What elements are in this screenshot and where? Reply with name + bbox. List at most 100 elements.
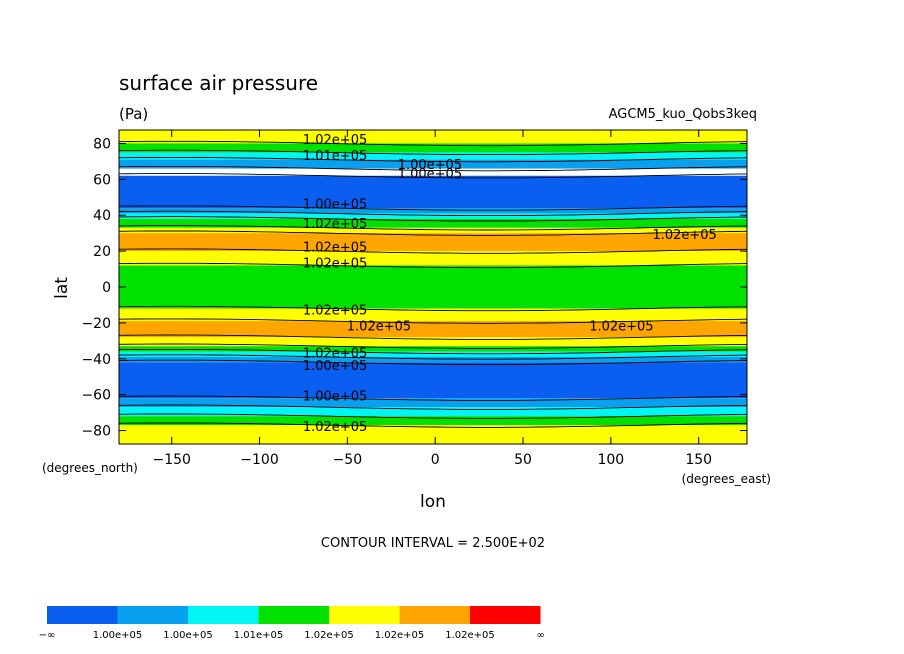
x-unit-label: (degrees_east)	[682, 472, 771, 486]
contour-label: 1.02e+05	[347, 319, 411, 334]
contour-line	[118, 305, 748, 312]
y-tick-label: −80	[81, 424, 111, 440]
colorbar-swatch	[188, 606, 259, 624]
contour-interval-note: CONTOUR INTERVAL = 2.500E+02	[321, 536, 545, 551]
x-tick-label: 50	[514, 452, 532, 468]
contour-band	[119, 213, 747, 219]
contour-band	[119, 407, 747, 417]
contour-label: 1.02e+05	[303, 217, 367, 232]
contour-label: 1.02e+05	[303, 257, 367, 272]
contour-label: 1.00e+05	[303, 197, 367, 212]
y-tick-label: −60	[81, 388, 111, 404]
colorbar-label: 1.02e+05	[445, 630, 495, 641]
colorbar-label: 1.00e+05	[163, 630, 213, 641]
colorbar-swatch	[470, 606, 541, 624]
contour-band	[119, 130, 747, 144]
contour-label: 1.00e+05	[303, 389, 367, 404]
contour-fill-layer	[119, 130, 747, 444]
contour-label-layer: 1.02e+051.01e+051.00e+051.00e+051.00e+05…	[303, 133, 717, 435]
contour-label: 1.02e+05	[303, 346, 367, 361]
contour-label: 1.02e+05	[303, 133, 367, 148]
contour-band	[119, 152, 747, 160]
contour-label: 1.02e+05	[652, 228, 716, 243]
contour-line	[118, 262, 748, 269]
contour-band	[119, 143, 747, 153]
axes: −150 −100 −50 0 50 100 150 −80 −60 −40 −20 0 20 40 60 8…	[81, 130, 747, 468]
contour-line	[118, 173, 748, 179]
colorbar-label: 1.00e+05	[93, 630, 143, 641]
x-axis-title: lon	[420, 492, 446, 512]
colorbar-label: 1.02e+05	[375, 630, 425, 641]
contour-line	[118, 248, 748, 254]
y-tick-label: −40	[81, 352, 111, 368]
colorbar-swatch	[399, 606, 470, 624]
colorbar-label: ∞	[536, 630, 544, 641]
x-tick-label: 150	[685, 452, 712, 468]
y-tick-label: 60	[93, 172, 111, 188]
contour-band	[119, 218, 747, 228]
contour-band	[119, 265, 747, 309]
contour-line	[118, 165, 748, 172]
contour-band	[119, 346, 747, 352]
contour-band	[119, 227, 747, 234]
contour-band	[119, 321, 747, 338]
contour-line	[118, 225, 748, 231]
y-tick-label: −20	[81, 316, 111, 332]
contour-line	[118, 334, 748, 340]
y-tick-label: 40	[93, 208, 111, 224]
contour-band	[119, 356, 747, 363]
colorbar-swatch	[117, 606, 188, 624]
contour-line	[118, 359, 748, 366]
contour-band	[119, 208, 747, 214]
contour-line	[118, 318, 748, 324]
colorbar-swatch	[47, 606, 118, 624]
y-unit-label: (degrees_north)	[42, 461, 138, 475]
contour-line	[118, 205, 748, 211]
colorbar-label: −∞	[39, 630, 56, 641]
y-tick-label: 0	[102, 280, 111, 296]
contour-line	[118, 404, 748, 410]
contour-line	[118, 422, 748, 428]
contour-label: 1.02e+05	[303, 241, 367, 256]
colorbar-swatch	[258, 606, 329, 624]
x-tick-label: −100	[240, 452, 278, 468]
contour-band	[119, 337, 747, 347]
contour-line	[118, 140, 748, 147]
y-axis-title: lat	[52, 277, 72, 299]
y-tick-label: 20	[93, 244, 111, 260]
contour-line	[118, 413, 748, 419]
contour-line	[118, 230, 748, 236]
units-label: (Pa)	[119, 105, 148, 123]
contour-band	[119, 308, 747, 322]
contour-label: 1.00e+05	[398, 167, 462, 182]
contour-label: 1.02e+05	[303, 420, 367, 435]
contour-line	[118, 354, 748, 360]
contour-band	[119, 425, 747, 444]
contour-band	[119, 251, 747, 266]
contour-line	[118, 210, 748, 217]
x-tick-label: 0	[431, 452, 440, 468]
contour-band	[119, 175, 747, 209]
x-tick-label: −50	[333, 452, 363, 468]
contour-band	[119, 351, 747, 357]
contour-label: 1.01e+05	[303, 149, 367, 164]
colorbar-label: 1.02e+05	[304, 630, 354, 641]
chart-title: surface air pressure	[119, 71, 318, 95]
contour-line	[118, 348, 748, 355]
x-tick-label: 100	[597, 452, 624, 468]
colorbar: −∞ 1.00e+05 1.00e+05 1.01e+05 1.02e+05 1.02e+…	[39, 606, 545, 641]
colorbar-label: 1.01e+05	[234, 630, 284, 641]
colorbar-swatch	[329, 606, 400, 624]
contour-line	[118, 149, 748, 156]
contour-line	[118, 156, 748, 163]
contour-label: 1.02e+05	[589, 319, 653, 334]
x-tick-label: −150	[152, 452, 190, 468]
contour-label: 1.02e+05	[303, 303, 367, 318]
experiment-label: AGCM5_kuo_Qobs3keq	[609, 107, 757, 122]
contour-band	[119, 233, 747, 252]
contour-label: 1.00e+05	[398, 158, 462, 173]
contour-line	[118, 216, 748, 222]
contour-label: 1.00e+05	[303, 359, 367, 374]
contour-band	[119, 398, 747, 408]
